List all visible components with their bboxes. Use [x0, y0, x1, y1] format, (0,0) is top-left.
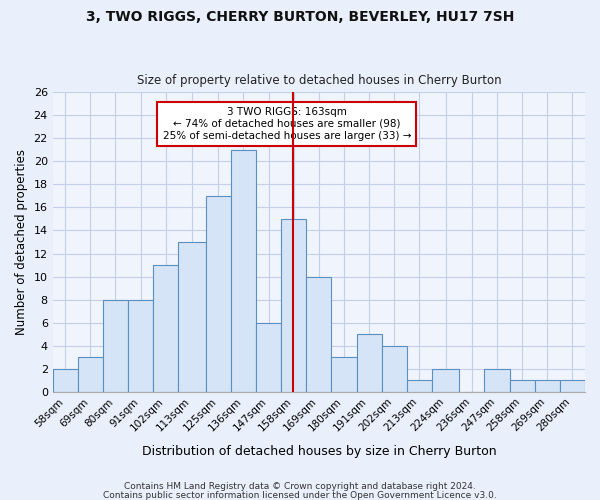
Bar	[103, 300, 128, 392]
Text: Contains public sector information licensed under the Open Government Licence v3: Contains public sector information licen…	[103, 490, 497, 500]
Bar	[484, 368, 509, 392]
Bar	[231, 150, 256, 392]
Bar	[560, 380, 585, 392]
Bar	[178, 242, 206, 392]
Bar	[382, 346, 407, 392]
Bar	[432, 368, 460, 392]
Bar	[153, 265, 178, 392]
Bar	[535, 380, 560, 392]
Bar	[128, 300, 153, 392]
Bar	[331, 357, 356, 392]
Y-axis label: Number of detached properties: Number of detached properties	[15, 149, 28, 335]
Bar	[356, 334, 382, 392]
Bar	[206, 196, 231, 392]
Bar	[78, 357, 103, 392]
Bar	[407, 380, 432, 392]
X-axis label: Distribution of detached houses by size in Cherry Burton: Distribution of detached houses by size …	[142, 444, 496, 458]
Bar	[256, 322, 281, 392]
Text: Contains HM Land Registry data © Crown copyright and database right 2024.: Contains HM Land Registry data © Crown c…	[124, 482, 476, 491]
Bar	[306, 276, 331, 392]
Text: 3, TWO RIGGS, CHERRY BURTON, BEVERLEY, HU17 7SH: 3, TWO RIGGS, CHERRY BURTON, BEVERLEY, H…	[86, 10, 514, 24]
Bar	[509, 380, 535, 392]
Title: Size of property relative to detached houses in Cherry Burton: Size of property relative to detached ho…	[137, 74, 501, 87]
Bar	[281, 219, 306, 392]
Bar	[53, 368, 78, 392]
Text: 3 TWO RIGGS: 163sqm
← 74% of detached houses are smaller (98)
25% of semi-detach: 3 TWO RIGGS: 163sqm ← 74% of detached ho…	[163, 108, 411, 140]
